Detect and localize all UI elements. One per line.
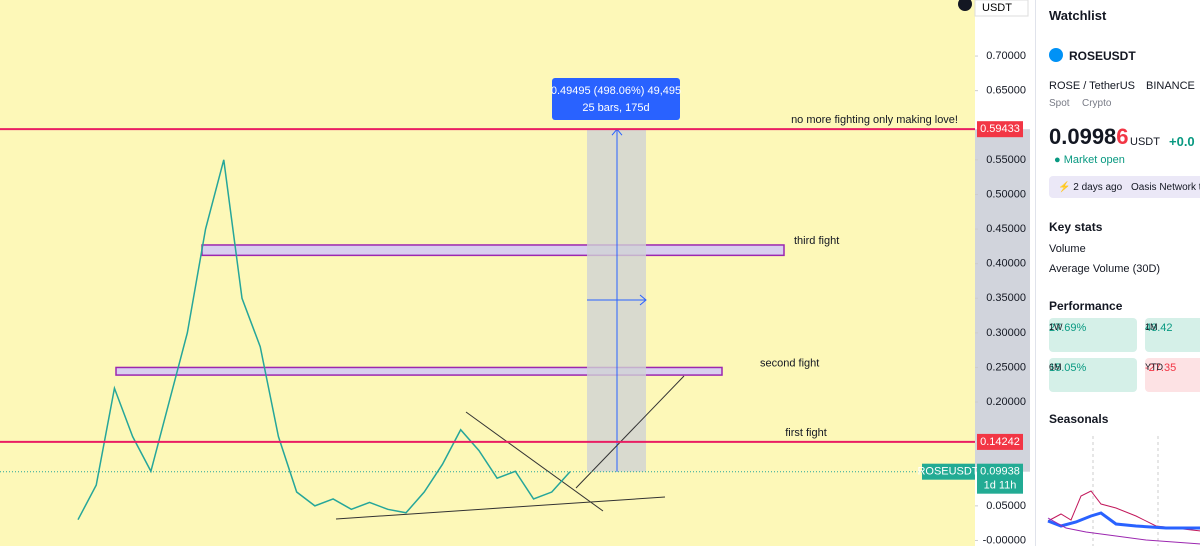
y-tick-label: 0.40000 — [986, 258, 1026, 270]
price-tag — [977, 463, 1023, 494]
zone-label: third fight — [794, 235, 839, 247]
price-tag — [977, 433, 1023, 450]
perf-tile: 27.69% 1W — [1049, 318, 1137, 352]
symbol-tag — [922, 463, 975, 480]
y-tick-label: 0.45000 — [986, 223, 1026, 235]
perf-period: YTD — [1145, 362, 1163, 372]
key-stats: Key stats — [1049, 220, 1103, 234]
market-type: Spot — [1049, 98, 1070, 109]
perf-period: 1W — [1049, 322, 1063, 332]
seasonals: Seasonals — [1049, 412, 1109, 426]
trend-line[interactable] — [465, 411, 604, 512]
seasonals-chart — [1047, 436, 1200, 546]
perf-value: 15.05% — [1049, 362, 1087, 374]
price-tag — [977, 121, 1023, 138]
measure-arrowhead — [639, 294, 647, 306]
pair: ROSE / TetherUS — [1049, 80, 1135, 92]
y-tick-label: 0.55000 — [986, 154, 1026, 166]
chart-bg — [0, 0, 975, 546]
countdown: 1d 11h — [984, 480, 1017, 492]
measure-label: 0.49495 (498.06%) 49,495 — [551, 85, 681, 97]
axis-range-band — [975, 129, 1030, 472]
news-time-text[interactable]: 2 days ago — [1073, 182, 1123, 193]
perf-tile: 43.42 1M — [1145, 318, 1200, 352]
zone-box[interactable] — [115, 366, 723, 376]
volume: Volume — [1049, 243, 1086, 255]
currency[interactable]: USDT — [982, 2, 1012, 14]
symbol[interactable]: ROSEUSDT — [1069, 49, 1136, 63]
price-tag-label: 0.14242 — [980, 436, 1020, 448]
price: 0.09986 — [1049, 124, 1129, 150]
perf-tile: 15.05% 6M — [1049, 358, 1137, 392]
news-title[interactable]: Oasis Network t — [1131, 182, 1200, 193]
price-unit: USDT — [1130, 136, 1160, 148]
currency-select[interactable] — [974, 0, 1029, 17]
sidebar: Watchlist ROSEUSDT ROSE / TetherUS BINAN… — [1035, 0, 1200, 546]
symbol-tag-label: ROSEUSDT — [917, 466, 978, 478]
settings-icon[interactable] — [958, 0, 972, 11]
level-note: first fight — [785, 427, 827, 439]
y-tick-label: 0.50000 — [986, 188, 1026, 200]
y-tick-label: 0.05000 — [986, 500, 1026, 512]
status-text: Market open — [1063, 154, 1125, 166]
zone-box[interactable] — [201, 244, 785, 257]
y-tick-label: 0.65000 — [986, 85, 1026, 97]
measure-label: 25 bars, 175d — [582, 102, 649, 114]
chart: USDT 0.70000 0.65000 0.55000 0.50000 0.45000… — [0, 0, 1030, 546]
perf-period: 1M — [1145, 322, 1158, 332]
asset-class: Crypto — [1082, 98, 1112, 109]
perf-tile: -27.35 YTD — [1145, 358, 1200, 392]
performance: Performance — [1049, 299, 1123, 313]
watchlist-title[interactable]: Watchlist — [1049, 8, 1107, 23]
perf-value: -27.35 — [1145, 362, 1177, 374]
y-tick-label: 0.30000 — [986, 327, 1026, 339]
trend-line[interactable] — [575, 375, 685, 489]
measure-label-bg — [552, 78, 680, 120]
perf-value: 43.42 — [1145, 322, 1173, 334]
price-tag-label: 0.59433 — [980, 123, 1020, 135]
price-tag-label: 0.09938 — [980, 466, 1020, 478]
market-status: ● Market open — [1054, 154, 1125, 166]
perf-period: 6M — [1049, 362, 1062, 372]
symbol-logo — [1049, 48, 1063, 62]
level-note: no more fighting only making love! — [791, 114, 958, 126]
y-tick-label: 0.25000 — [986, 361, 1026, 373]
price-last-digit: 6 — [1116, 124, 1129, 149]
price-line — [77, 159, 571, 521]
price-main: 0.0998 — [1049, 124, 1117, 149]
news-pill[interactable] — [1049, 176, 1200, 198]
perf-value: 27.69% — [1049, 322, 1087, 334]
news-time[interactable]: ⚡ 2 days ago — [1058, 182, 1123, 193]
y-tick-label: -0.00000 — [983, 534, 1026, 546]
zone-label: second fight — [760, 357, 819, 369]
avg-volume: Average Volume (30D) — [1049, 263, 1161, 275]
y-tick-label: 0.70000 — [986, 50, 1026, 62]
y-tick-label: 0.35000 — [986, 292, 1026, 304]
trend-line[interactable] — [335, 496, 666, 520]
exchange: BINANCE — [1146, 80, 1195, 92]
change: +0.0 — [1169, 134, 1195, 149]
y-tick-label: 0.20000 — [986, 396, 1026, 408]
